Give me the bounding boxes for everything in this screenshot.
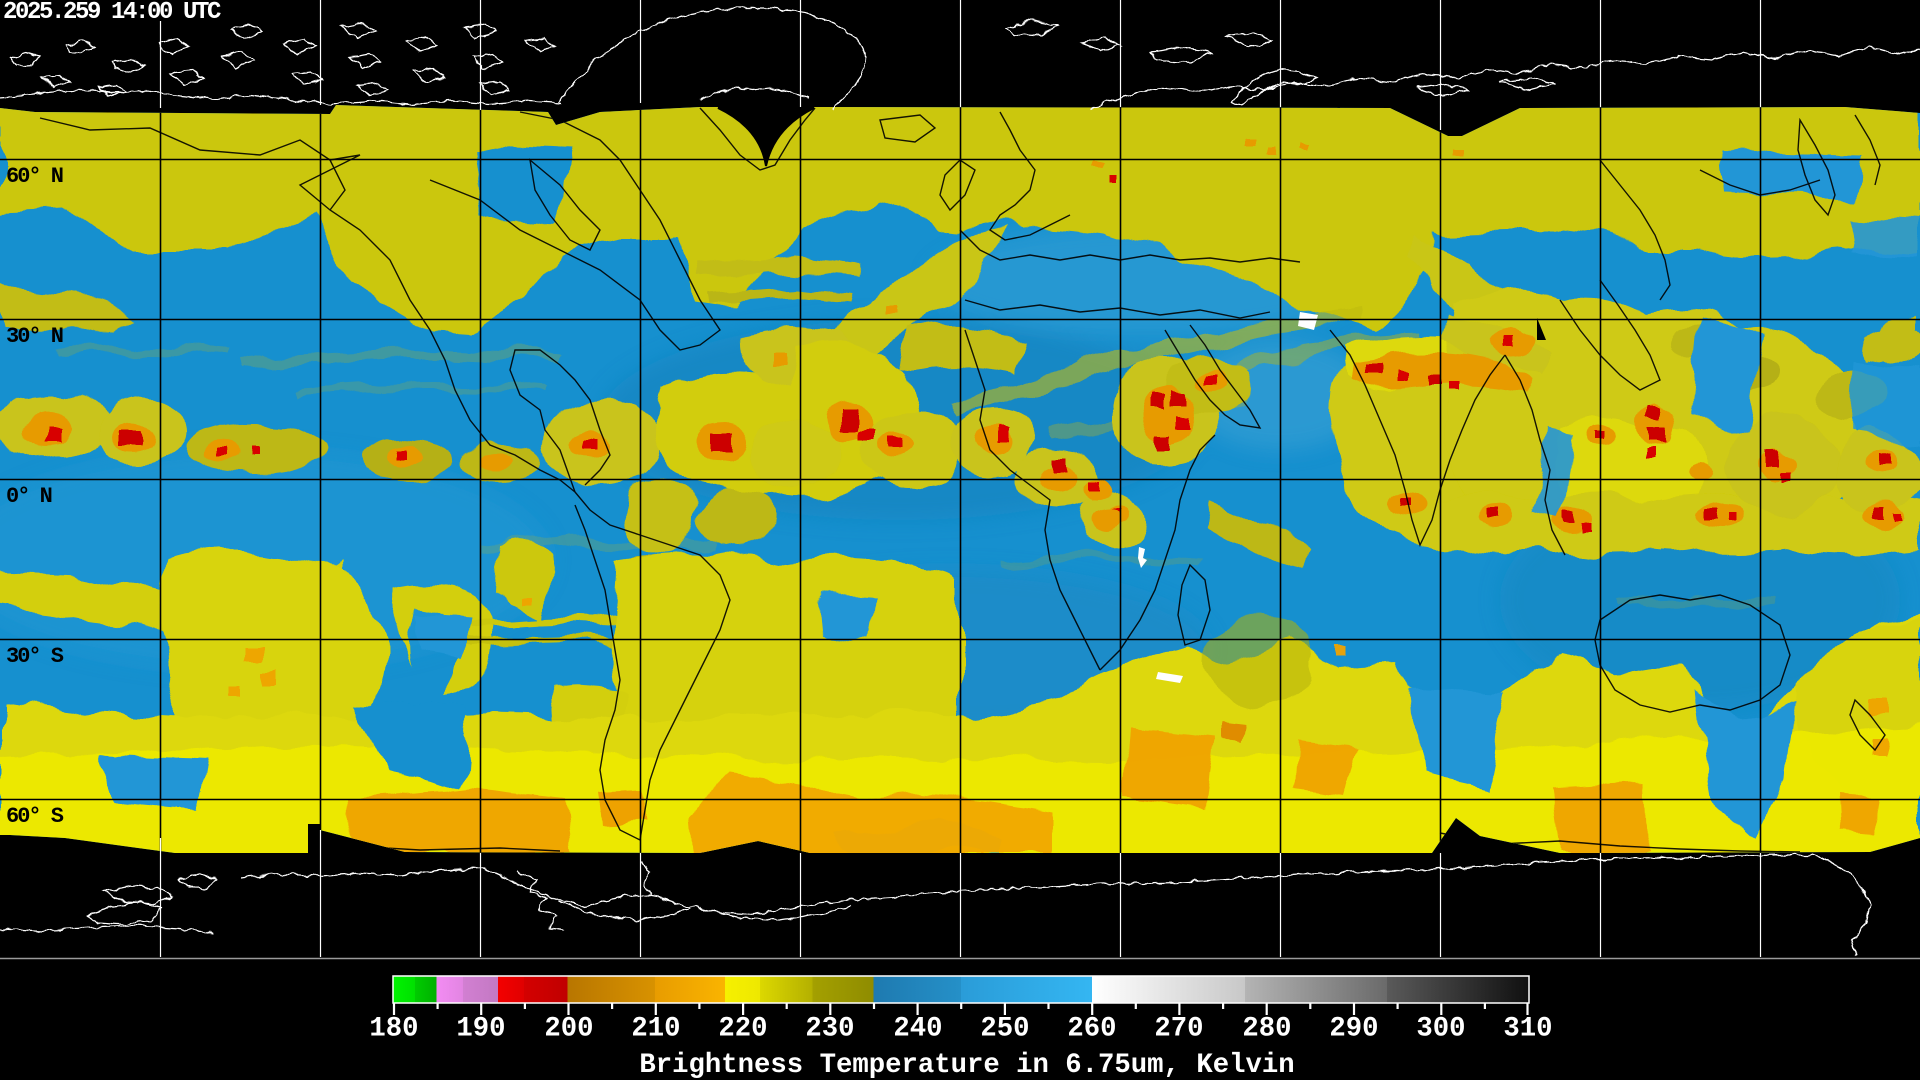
svg-text:0° N: 0° N	[6, 484, 52, 509]
svg-text:Brightness Temperature in 6.75: Brightness Temperature in 6.75um, Kelvin	[639, 1050, 1294, 1080]
svg-text:60° S: 60° S	[6, 804, 64, 829]
svg-text:270: 270	[1154, 1014, 1203, 1045]
svg-text:2025.259 14:00 UTC: 2025.259 14:00 UTC	[3, 0, 221, 26]
svg-text:280: 280	[1242, 1014, 1291, 1045]
svg-text:210: 210	[631, 1014, 680, 1045]
svg-text:250: 250	[980, 1014, 1029, 1045]
svg-text:190: 190	[456, 1014, 505, 1045]
svg-text:30° N: 30° N	[6, 324, 63, 349]
svg-text:310: 310	[1503, 1014, 1552, 1045]
svg-text:200: 200	[544, 1014, 593, 1045]
svg-text:260: 260	[1067, 1014, 1116, 1045]
svg-text:60° N: 60° N	[6, 164, 63, 189]
svg-text:180: 180	[369, 1014, 418, 1045]
svg-text:230: 230	[805, 1014, 854, 1045]
svg-text:30° S: 30° S	[6, 644, 64, 669]
svg-text:300: 300	[1416, 1014, 1465, 1045]
svg-text:240: 240	[893, 1014, 942, 1045]
svg-text:220: 220	[718, 1014, 767, 1045]
svg-text:290: 290	[1329, 1014, 1378, 1045]
